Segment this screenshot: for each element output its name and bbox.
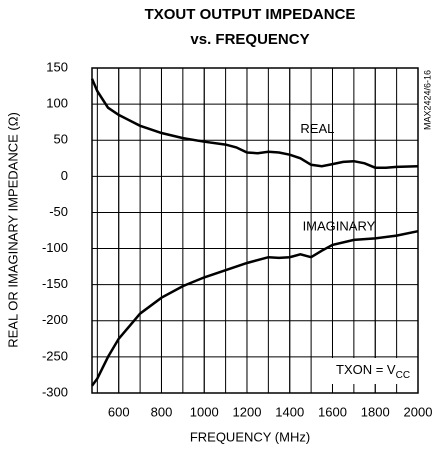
y-tick-label: -300 xyxy=(42,384,68,399)
y-tick-label: -200 xyxy=(42,312,68,327)
line-series xyxy=(90,78,419,169)
x-tick-label: 800 xyxy=(151,404,173,419)
y-tick-label: -250 xyxy=(42,348,68,363)
y-tick-label: 150 xyxy=(46,59,68,74)
chart-title: TXOUT OUTPUT IMPEDANCE xyxy=(145,6,356,23)
condition-label: TXON = VCC xyxy=(336,362,410,380)
x-tick-label: 1000 xyxy=(190,404,219,419)
y-axis-label: REAL OR IMAGINARY IMPEDANCE (Ω) xyxy=(5,112,20,348)
y-tick-label: 0 xyxy=(61,168,68,183)
plot-area: -300 -250 -200 -150 -100 -50 0 50 100 150 600 800 10… xyxy=(42,59,432,419)
y-tick-label: 100 xyxy=(46,96,68,111)
plot-frame xyxy=(91,67,419,394)
y-tick-label: -50 xyxy=(49,204,68,219)
y-tick-label: 50 xyxy=(54,132,68,147)
x-tick-label: 1600 xyxy=(318,404,347,419)
chart-title: vs. FREQUENCY xyxy=(190,31,309,48)
y-tick-label: -150 xyxy=(42,276,68,291)
condition-text: TXON = V xyxy=(336,362,396,377)
line-series xyxy=(90,229,419,387)
series-label: IMAGINARY xyxy=(303,218,376,233)
x-tick-label: 2000 xyxy=(404,404,433,419)
x-axis-label: FREQUENCY (MHz) xyxy=(190,429,310,444)
y-tick-label: -100 xyxy=(42,240,68,255)
condition-subscript: CC xyxy=(396,370,410,381)
figure-id: MAX2424/6-16 xyxy=(422,70,432,130)
x-tick-label: 1800 xyxy=(361,404,390,419)
series-label: REAL xyxy=(300,121,334,136)
x-tick-label: 1400 xyxy=(275,404,304,419)
condition-box xyxy=(330,358,412,384)
x-tick-label: 1200 xyxy=(233,404,262,419)
x-tick-label: 600 xyxy=(108,404,130,419)
